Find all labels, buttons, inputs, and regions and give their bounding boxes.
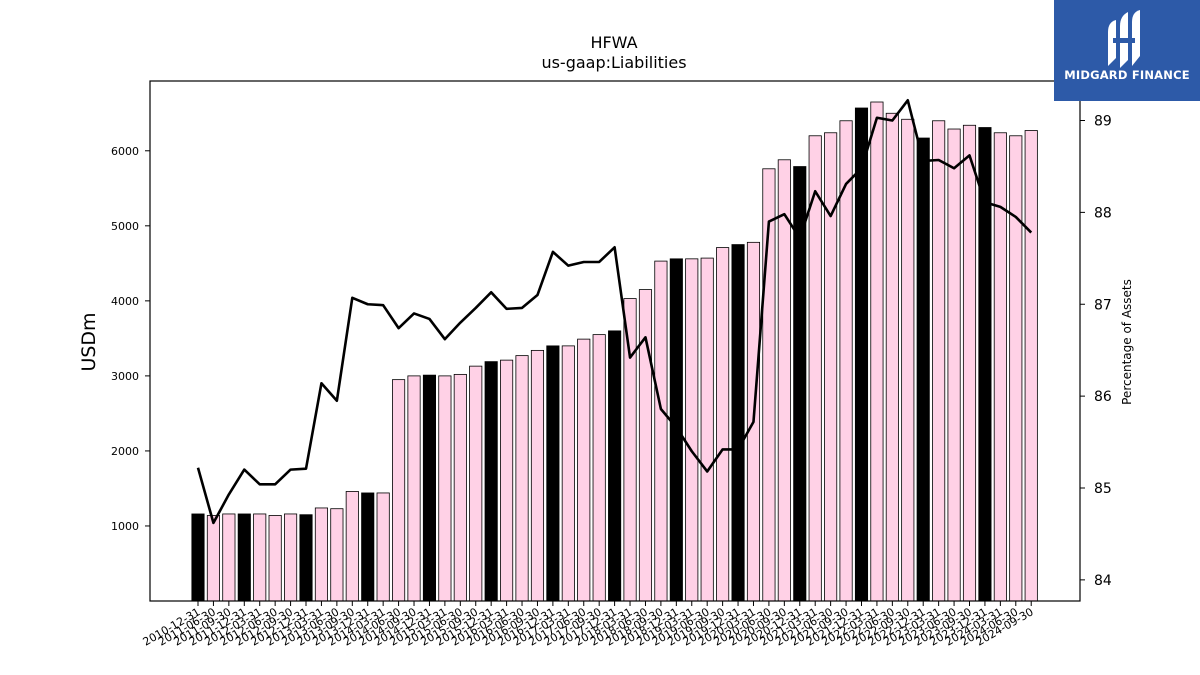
bar-2012-12-31 xyxy=(299,514,313,602)
chart-subtitle: us-gaap:Liabilities xyxy=(541,53,686,72)
y2-tick-label: 88 xyxy=(1094,205,1112,221)
y2-tick-label: 84 xyxy=(1094,573,1112,589)
bar-2013-09-30 xyxy=(345,491,359,602)
bar-2018-03-31 xyxy=(623,298,637,602)
y2-axis-label: Percentage of Assets xyxy=(1120,279,1134,405)
bar-2014-06-30 xyxy=(392,379,406,602)
bar-2021-12-31 xyxy=(854,107,869,602)
bar-2010-12-31 xyxy=(191,513,205,602)
bar-2017-06-30 xyxy=(577,338,591,602)
y-axis-label: USDm xyxy=(78,312,100,371)
bar-2015-06-30 xyxy=(453,373,467,602)
bar-2012-03-31 xyxy=(253,513,267,602)
bar-2020-09-30 xyxy=(777,159,791,602)
bar-2018-12-31 xyxy=(669,258,683,602)
bar-2015-03-31 xyxy=(438,375,452,602)
bar-2014-12-31 xyxy=(422,374,436,602)
bar-2019-09-30 xyxy=(716,247,730,602)
y-tick-label: 5000 xyxy=(111,220,139,233)
chart-title: HFWA xyxy=(590,33,637,52)
bar-2019-03-31 xyxy=(685,258,699,602)
bar-2015-12-31 xyxy=(484,361,498,602)
bar-2014-09-30 xyxy=(407,375,421,602)
bar-2015-09-30 xyxy=(469,365,483,602)
bar-2022-03-31 xyxy=(870,101,884,602)
line-series xyxy=(196,98,1033,525)
bar-2023-06-30 xyxy=(947,128,961,602)
x-axis-ticks: 2010-12-312011-06-302011-09-302011-12-31… xyxy=(141,601,1036,649)
bar-2016-06-30 xyxy=(515,355,529,602)
bar-2013-12-31 xyxy=(361,492,375,602)
bar-2023-03-31 xyxy=(932,120,946,602)
bar-2016-03-31 xyxy=(500,359,514,602)
y-axis-ticks: 1000 2000 3000 4000 5000 6000 xyxy=(111,145,150,533)
bar-2022-12-31 xyxy=(916,137,930,602)
y-tick-label: 2000 xyxy=(111,445,139,458)
bar-series xyxy=(191,101,1038,602)
bar-2023-09-30 xyxy=(962,124,977,602)
y2-tick-label: 85 xyxy=(1094,481,1112,497)
bar-2018-09-30 xyxy=(654,260,668,602)
y2-tick-label: 87 xyxy=(1094,297,1112,313)
logo-text: MIDGARD FINANCE xyxy=(1064,68,1190,82)
y2-tick-label: 89 xyxy=(1094,114,1112,130)
bar-2011-12-31 xyxy=(237,513,251,602)
y-tick-label: 1000 xyxy=(111,520,139,533)
bar-2022-06-30 xyxy=(885,112,899,602)
bar-2012-06-30 xyxy=(268,515,282,602)
bar-2024-09-30 xyxy=(1024,130,1038,602)
bar-2016-12-31 xyxy=(546,345,560,602)
y2-axis-ticks: 84 85 86 87 88 89 xyxy=(1080,114,1112,589)
bar-2019-06-30 xyxy=(700,257,714,602)
bar-2017-12-31 xyxy=(608,330,622,602)
bar-2013-03-31 xyxy=(314,507,328,602)
midgard-finance-logo: MIDGARD FINANCE xyxy=(1054,0,1200,101)
bar-2024-03-31 xyxy=(993,132,1007,602)
bar-2017-09-30 xyxy=(592,334,606,602)
bar-2012-09-30 xyxy=(284,513,298,602)
percentage-line xyxy=(196,98,1033,525)
bar-2024-06-30 xyxy=(1009,135,1023,602)
bar-2021-06-30 xyxy=(824,132,838,602)
y-tick-label: 6000 xyxy=(111,145,139,158)
bar-2017-03-31 xyxy=(561,345,575,602)
y-tick-label: 4000 xyxy=(111,295,139,308)
midgard-logo-icon xyxy=(1108,10,1140,68)
y-tick-label: 3000 xyxy=(111,370,139,383)
plot-frame xyxy=(149,80,1081,602)
bar-2011-09-30 xyxy=(222,513,236,602)
bar-2022-09-30 xyxy=(901,118,915,602)
bar-2019-12-31 xyxy=(731,244,745,602)
bar-2014-03-31 xyxy=(376,492,390,602)
y2-tick-label: 86 xyxy=(1094,389,1112,405)
bar-2011-06-30 xyxy=(206,515,220,602)
bar-2013-06-30 xyxy=(330,508,344,602)
bar-2016-09-30 xyxy=(530,349,545,602)
